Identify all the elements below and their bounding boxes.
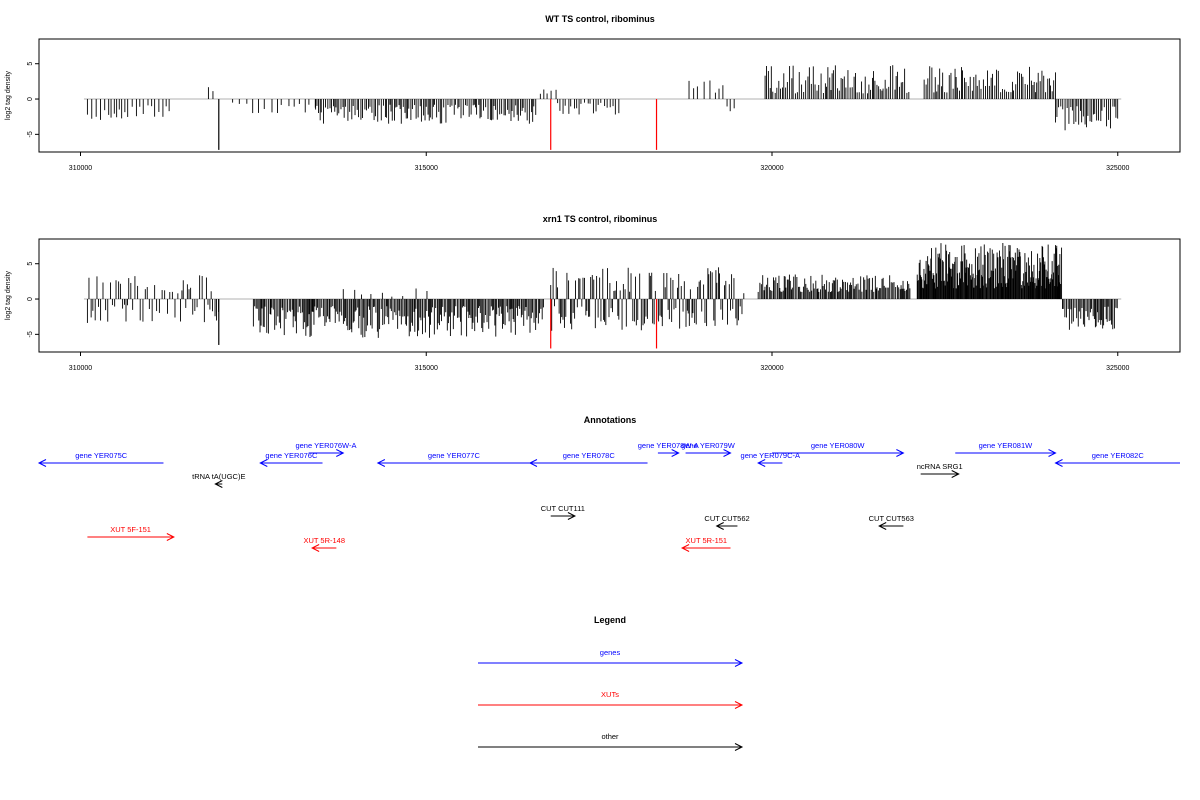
feature-label: XUT 5F-151 xyxy=(110,525,151,534)
arrow-head xyxy=(723,449,732,457)
feature-genes: gene YER075C xyxy=(37,451,164,467)
legend-label: XUTs xyxy=(601,690,619,699)
arrow-head xyxy=(567,512,577,520)
arrow-head xyxy=(951,470,960,478)
arrow-head xyxy=(734,659,744,667)
y-tick-label: -5 xyxy=(27,131,34,137)
feature-genes: gene YER080W xyxy=(772,441,905,457)
arrow-head xyxy=(878,522,887,530)
feature-label: XUT 5R-151 xyxy=(686,536,728,545)
x-tick-label: 325000 xyxy=(1106,165,1129,172)
arrow-head xyxy=(896,449,905,457)
feature-label: XUT 5R-148 xyxy=(303,536,345,545)
feature-other: CUT CUT111 xyxy=(541,504,585,520)
feature-xuts: XUT 5R-151 xyxy=(680,536,731,552)
feature-label: CUT CUT111 xyxy=(541,504,585,513)
arrow-head xyxy=(166,533,175,541)
arrow-head xyxy=(214,480,223,488)
x-tick-label: 320000 xyxy=(760,165,783,172)
x-tick-label: 310000 xyxy=(69,365,92,372)
y-tick-label: -5 xyxy=(27,331,34,337)
arrow-head xyxy=(734,743,744,751)
feature-label: gene YER076C xyxy=(265,451,318,460)
legend-item-genes: genes xyxy=(478,648,744,667)
feature-other: CUT CUT563 xyxy=(869,514,914,530)
feature-genes: gene YER076W-A xyxy=(295,441,356,457)
arrow-head xyxy=(1048,449,1057,457)
arrow-head xyxy=(311,544,320,552)
feature-label: gene YER079W xyxy=(681,441,736,450)
panel-title: WT TS control, ribominus xyxy=(545,14,655,24)
arrow-head xyxy=(671,449,680,457)
feature-genes: gene YER077C xyxy=(376,451,530,467)
y-tick-label: 0 xyxy=(27,297,34,301)
y-tick-label: 5 xyxy=(27,62,34,66)
signal-bars xyxy=(86,242,1118,349)
feature-xuts: XUT 5R-148 xyxy=(303,536,345,552)
legend-item-xuts: XUTs xyxy=(478,690,744,709)
feature-genes: gene YER079C-A xyxy=(741,451,800,467)
signal-panel-2: xrn1 TS control, ribominus -5 0 5 log2 tag d… xyxy=(5,214,1181,372)
legend-title: Legend xyxy=(594,615,626,625)
y-tick-label: 0 xyxy=(27,97,34,101)
signal-panel-1: WT TS control, ribominus -5 0 5 log2 tag den… xyxy=(5,14,1181,172)
arrow-head xyxy=(376,459,386,467)
feature-genes: gene YER082C xyxy=(1054,451,1180,467)
legend: Legend genes XUTs other xyxy=(478,615,744,751)
legend-item-other: other xyxy=(478,732,744,751)
x-tick-label: 325000 xyxy=(1106,365,1129,372)
x-tick-label: 320000 xyxy=(760,365,783,372)
feature-label: gene YER076W-A xyxy=(295,441,356,450)
legend-label: other xyxy=(601,732,619,741)
feature-label: gene YER082C xyxy=(1092,451,1145,460)
feature-xuts: XUT 5F-151 xyxy=(87,525,175,541)
feature-genes: gene YER076C xyxy=(259,451,323,467)
arrow-head xyxy=(757,459,766,467)
legend-label: genes xyxy=(600,648,621,657)
feature-genes: gene YER081W xyxy=(955,441,1057,457)
arrow-head xyxy=(336,449,345,457)
feature-genes: gene YER078W-A xyxy=(638,441,699,457)
x-tick-label: 315000 xyxy=(415,165,438,172)
feature-genes: gene YER078C xyxy=(528,451,648,467)
feature-label: tRNA tA(UGC)E xyxy=(192,472,245,481)
arrow-head xyxy=(259,459,268,467)
feature-label: CUT CUT563 xyxy=(869,514,914,523)
feature-other: ncRNA SRG1 xyxy=(917,462,963,478)
feature-other: tRNA tA(UGC)E xyxy=(192,472,245,488)
y-axis-label: log2 tag density xyxy=(5,270,12,320)
arrow-head xyxy=(1054,459,1063,467)
feature-label: ncRNA SRG1 xyxy=(917,462,963,471)
feature-genes: gene YER079W xyxy=(681,441,736,457)
feature-label: gene YER075C xyxy=(75,451,128,460)
feature-label: gene YER079C-A xyxy=(741,451,800,460)
annotations-title: Annotations xyxy=(584,415,637,425)
panel-title: xrn1 TS control, ribominus xyxy=(543,214,658,224)
feature-label: gene YER077C xyxy=(428,451,481,460)
feature-label: CUT CUT562 xyxy=(704,514,749,523)
x-tick-label: 310000 xyxy=(69,165,92,172)
feature-label: gene YER080W xyxy=(811,441,866,450)
feature-other: CUT CUT562 xyxy=(704,514,750,530)
signal-bars xyxy=(86,65,1119,150)
arrow-head xyxy=(680,544,690,552)
feature-label: gene YER078W-A xyxy=(638,441,699,450)
arrow-head xyxy=(528,459,538,467)
feature-label: gene YER078C xyxy=(563,451,616,460)
y-axis-label: log2 tag density xyxy=(5,70,12,120)
arrow-head xyxy=(37,459,47,467)
arrow-head xyxy=(734,701,744,709)
feature-label: gene YER081W xyxy=(979,441,1034,450)
x-tick-label: 315000 xyxy=(415,365,438,372)
y-tick-label: 5 xyxy=(27,262,34,266)
arrow-head xyxy=(715,522,724,530)
